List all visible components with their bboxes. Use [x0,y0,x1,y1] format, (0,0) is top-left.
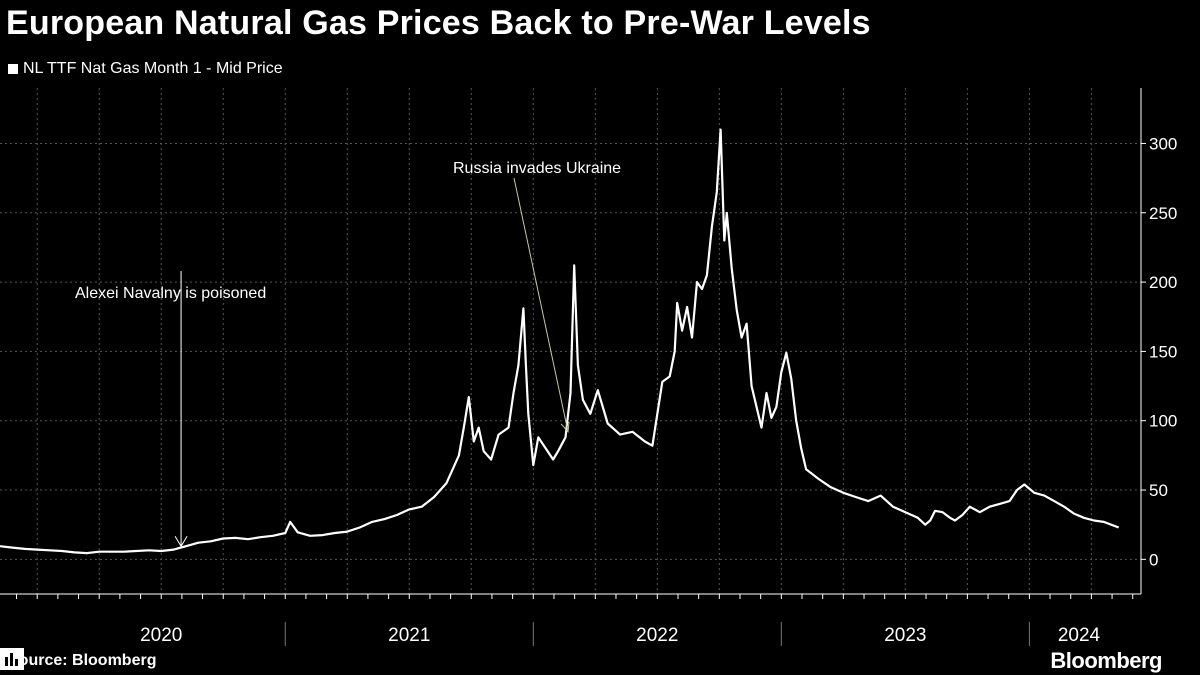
x-tick-label: 2022 [636,625,678,646]
y-tick-label: 50 [1149,481,1168,500]
annotation-label-invasion: Russia invades Ukraine [453,160,621,177]
series-line [0,128,1120,555]
legend-swatch-icon [8,64,18,74]
x-tick-label: 2024 [1058,625,1101,646]
annotation-arrowhead-navalny [174,535,188,548]
y-tick-label: 200 [1149,273,1177,292]
legend-label: NL TTF Nat Gas Month 1 - Mid Price [23,60,283,77]
x-tick-label: 2021 [388,625,430,646]
x-tick-label: 2020 [140,625,182,646]
annotation-label-navalny: Alexei Navalny is poisoned [75,285,266,302]
y-tick-label: 100 [1149,412,1177,431]
y-tick-label: 250 [1149,204,1177,223]
y-tick-label: 150 [1149,342,1177,361]
bloomberg-icon [0,648,24,670]
y-tick-label: 0 [1149,550,1158,569]
source-note: Source: Bloomberg [8,652,157,669]
annotation-arrow-invasion [513,177,569,432]
x-tick-label: 2023 [884,625,926,646]
annotation-arrowhead-invasion [560,421,570,433]
brand-logo-text: Bloomberg [1050,648,1162,673]
legend: NL TTF Nat Gas Month 1 - Mid Price [8,60,283,78]
y-tick-label: 300 [1149,134,1177,153]
page-title: European Natural Gas Prices Back to Pre-… [6,4,871,42]
